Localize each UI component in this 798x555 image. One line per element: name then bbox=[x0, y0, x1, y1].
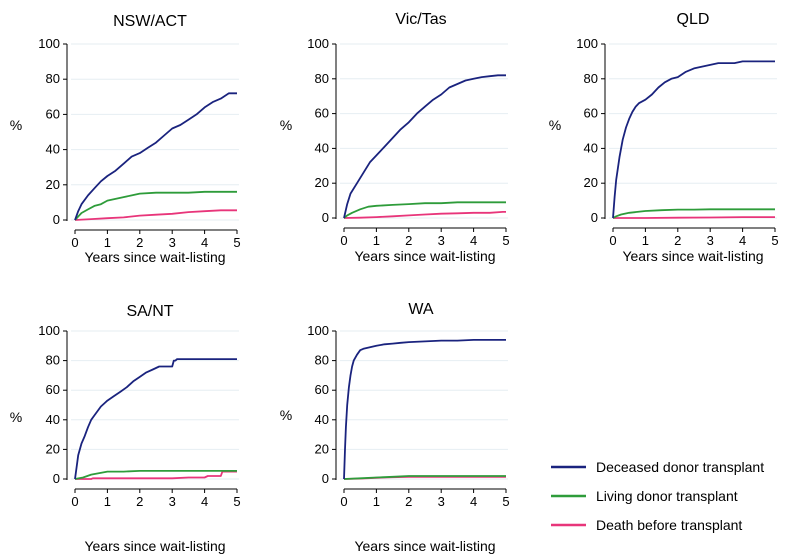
series-line-death-before-transplant bbox=[75, 470, 237, 480]
y-tick-label: 0 bbox=[322, 210, 329, 225]
x-tick-label: 5 bbox=[233, 494, 240, 509]
y-tick-label: 0 bbox=[322, 471, 329, 486]
x-tick-label: 5 bbox=[771, 233, 778, 248]
panel-1: 0 20 40 60 80 100 0 1 2 3 4 5 Vic/Tas% Years since wa… bbox=[280, 11, 510, 264]
y-tick-label: 60 bbox=[584, 106, 598, 121]
x-tick-label: 3 bbox=[438, 233, 445, 248]
x-tick-label: 0 bbox=[340, 494, 347, 509]
x-tick-label: 2 bbox=[136, 235, 143, 250]
x-tick-label: 3 bbox=[707, 233, 714, 248]
y-tick-label: 80 bbox=[315, 353, 329, 368]
panel-title: QLD bbox=[677, 11, 710, 28]
x-tick-label: 1 bbox=[104, 235, 111, 250]
legend-label: Living donor transplant bbox=[596, 488, 738, 504]
x-tick-label: 1 bbox=[642, 233, 649, 248]
series-line-deceased-donor-transplant bbox=[74, 92, 237, 221]
x-tick-label: 3 bbox=[438, 494, 445, 509]
series-line-living-donor-transplant bbox=[343, 201, 506, 219]
x-tick-label: 1 bbox=[373, 233, 380, 248]
legend-label: Death before transplant bbox=[596, 517, 742, 533]
x-tick-label: 4 bbox=[470, 233, 477, 248]
y-tick-label: 40 bbox=[315, 140, 329, 155]
y-tick-label: 20 bbox=[315, 441, 329, 456]
x-tick-label: 1 bbox=[104, 494, 111, 509]
x-tick-label: 5 bbox=[233, 235, 240, 250]
panel-2: 0 20 40 60 80 100 0 1 2 3 4 5 QLD% Years since wait-l… bbox=[549, 11, 779, 264]
y-axis-label: % bbox=[549, 117, 561, 133]
y-tick-label: 80 bbox=[584, 71, 598, 86]
x-tick-label: 3 bbox=[169, 235, 176, 250]
x-tick-label: 4 bbox=[201, 235, 208, 250]
y-tick-label: 20 bbox=[46, 441, 60, 456]
x-tick-label: 2 bbox=[405, 494, 412, 509]
series-line-living-donor-transplant bbox=[74, 190, 237, 221]
y-tick-label: 80 bbox=[46, 71, 60, 86]
series-line-deceased-donor-transplant bbox=[612, 60, 775, 219]
panel-0: 0 20 40 60 80 100 0 1 2 3 4 5 NSW/ACT% Years since wa… bbox=[10, 13, 241, 265]
y-tick-label: 0 bbox=[53, 212, 60, 227]
x-tick-label: 1 bbox=[373, 494, 380, 509]
y-axis-label: % bbox=[10, 409, 22, 425]
x-tick-label: 0 bbox=[71, 494, 78, 509]
panel-3: 0 20 40 60 80 100 0 1 2 3 4 5 SA/NT% Years since wait… bbox=[10, 303, 241, 554]
legend: Deceased donor transplant Living donor tr… bbox=[551, 459, 764, 533]
y-tick-label: 60 bbox=[315, 382, 329, 397]
y-tick-label: 80 bbox=[315, 71, 329, 86]
series-line-deceased-donor-transplant bbox=[343, 74, 506, 219]
series-line-deceased-donor-transplant bbox=[74, 358, 237, 480]
y-tick-label: 40 bbox=[584, 140, 598, 155]
panel-title: SA/NT bbox=[126, 303, 173, 320]
x-axis-label: Years since wait-listing bbox=[84, 538, 225, 554]
y-tick-label: 100 bbox=[307, 36, 329, 51]
y-tick-label: 100 bbox=[576, 36, 598, 51]
y-axis-label: % bbox=[280, 117, 292, 133]
y-tick-label: 100 bbox=[38, 323, 60, 338]
x-tick-label: 4 bbox=[201, 494, 208, 509]
x-tick-label: 5 bbox=[502, 233, 509, 248]
y-axis-label: % bbox=[10, 117, 22, 133]
y-tick-label: 40 bbox=[46, 412, 60, 427]
series-line-living-donor-transplant bbox=[612, 208, 775, 219]
y-tick-label: 0 bbox=[53, 471, 60, 486]
y-axis-label: % bbox=[280, 407, 292, 423]
x-tick-label: 0 bbox=[609, 233, 616, 248]
x-tick-label: 0 bbox=[340, 233, 347, 248]
y-tick-label: 60 bbox=[46, 106, 60, 121]
y-tick-label: 100 bbox=[307, 323, 329, 338]
y-tick-label: 20 bbox=[584, 175, 598, 190]
y-tick-label: 20 bbox=[46, 177, 60, 192]
series-line-death-before-transplant bbox=[343, 210, 506, 219]
x-tick-label: 3 bbox=[169, 494, 176, 509]
panel-title: NSW/ACT bbox=[113, 13, 187, 30]
y-tick-label: 60 bbox=[315, 106, 329, 121]
y-tick-label: 40 bbox=[315, 412, 329, 427]
y-tick-label: 40 bbox=[46, 142, 60, 157]
y-tick-label: 20 bbox=[315, 175, 329, 190]
series-line-living-donor-transplant bbox=[74, 469, 237, 480]
x-tick-label: 2 bbox=[136, 494, 143, 509]
x-axis-label: Years since wait-listing bbox=[354, 248, 495, 264]
x-axis-label: Years since wait-listing bbox=[84, 249, 225, 265]
panel-title: Vic/Tas bbox=[395, 11, 446, 28]
x-axis-label: Years since wait-listing bbox=[622, 248, 763, 264]
x-tick-label: 4 bbox=[470, 494, 477, 509]
y-tick-label: 0 bbox=[591, 210, 598, 225]
series-line-death-before-transplant bbox=[74, 209, 237, 221]
panel-title: WA bbox=[408, 301, 434, 318]
x-tick-label: 0 bbox=[71, 235, 78, 250]
y-tick-label: 80 bbox=[46, 353, 60, 368]
x-tick-label: 2 bbox=[674, 233, 681, 248]
x-tick-label: 5 bbox=[502, 494, 509, 509]
y-tick-label: 60 bbox=[46, 382, 60, 397]
legend-label: Deceased donor transplant bbox=[596, 459, 764, 475]
x-tick-label: 2 bbox=[405, 233, 412, 248]
series-line-living-donor-transplant bbox=[343, 475, 506, 480]
series-line-death-before-transplant bbox=[613, 216, 775, 219]
y-tick-label: 100 bbox=[38, 36, 60, 51]
series-line-deceased-donor-transplant bbox=[343, 338, 506, 480]
panel-4: 0 20 40 60 80 100 0 1 2 3 4 5 WA% Years since wait-li… bbox=[280, 301, 510, 554]
x-tick-label: 4 bbox=[739, 233, 746, 248]
x-axis-label: Years since wait-listing bbox=[354, 538, 495, 554]
